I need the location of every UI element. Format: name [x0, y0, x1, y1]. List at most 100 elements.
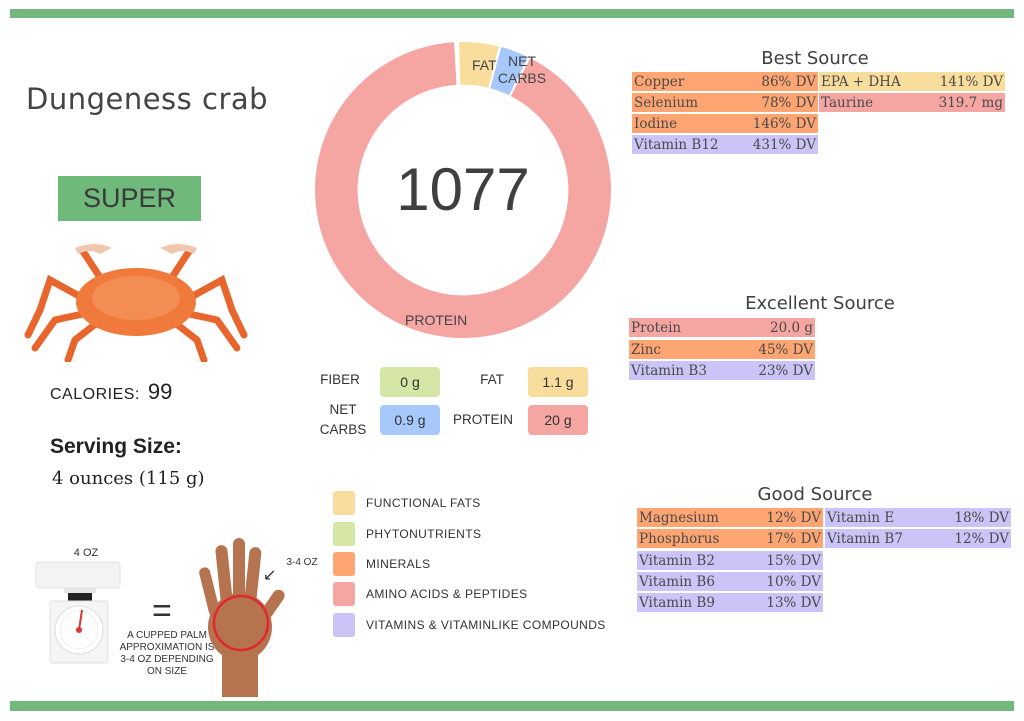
nutrient-name: Vitamin B2	[639, 552, 715, 569]
palm-caption-line-4: ON SIZE	[146, 666, 187, 677]
hand-image	[196, 535, 291, 697]
donut-segment-net-carbs	[490, 47, 528, 96]
nutrient-value: 86% DV	[761, 73, 816, 90]
nutrient-row-copper: Copper 86% DV	[632, 72, 818, 91]
nutrient-name: Zinc	[631, 341, 661, 358]
net-carbs-label: NET CARBS	[312, 400, 374, 440]
nutrient-name: Vitamin B12	[634, 136, 719, 153]
legend: FUNCTIONAL FATS PHYTONUTRIENTS MINERALS …	[333, 487, 606, 640]
nutrient-value: 78% DV	[761, 94, 816, 111]
nutrient-row-phosphorus: Phosphorus 17% DV	[637, 529, 823, 548]
nutrient-name: Phosphorus	[639, 530, 720, 547]
nutrient-value: 45% DV	[758, 341, 813, 358]
legend-item-vitamins: VITAMINS & VITAMINLIKE COMPOUNDS	[333, 609, 606, 640]
nutrient-value: 12% DV	[766, 509, 821, 526]
nutrient-name: Vitamin B6	[639, 573, 715, 590]
nutrient-name: Protein	[631, 319, 682, 336]
fiber-label: FIBER	[320, 372, 360, 387]
scale-label: 4 OZ	[73, 547, 99, 559]
arrow-icon: ↙	[263, 565, 277, 584]
fat-label: FAT	[480, 372, 504, 387]
nutrient-row-iodine: Iodine 146% DV	[632, 114, 818, 133]
calories-value: 99	[147, 379, 173, 404]
nutrient-name: Vitamin B3	[631, 362, 707, 379]
palm-caption-line-1: A CUPPED PALM	[127, 630, 207, 641]
net-carbs-value: 0.9 g	[380, 405, 440, 435]
bottom-border-bar	[10, 701, 1014, 711]
legend-label: PHYTONUTRIENTS	[366, 526, 482, 541]
nutrient-row-vitamin-b3: Vitamin B3 23% DV	[629, 361, 815, 380]
nutrient-row-vitamin-b7: Vitamin B7 12% DV	[825, 529, 1011, 548]
donut-label-carbs: CARBS	[497, 70, 547, 86]
legend-swatch	[333, 552, 355, 576]
nutrient-value: 18% DV	[954, 509, 1009, 526]
fat-value: 1.1 g	[528, 367, 588, 397]
nutrient-name: Magnesium	[639, 509, 719, 526]
palm-caption: A CUPPED PALM APPROXIMATION IS 3-4 OZ DE…	[112, 630, 222, 678]
hand-label: 3-4 OZ	[286, 557, 318, 568]
net-carbs-label-line-2: CARBS	[319, 422, 367, 437]
nutrient-row-magnesium: Magnesium 12% DV	[637, 508, 823, 527]
donut-segment-fat	[459, 41, 499, 88]
nutrient-row-vitamin-b2: Vitamin B2 15% DV	[637, 551, 823, 570]
nutrient-value: 17% DV	[766, 530, 821, 547]
nutrient-row-epa-dha: EPA + DHA 141% DV	[819, 72, 1005, 91]
legend-item-amino-acids: AMINO ACIDS & PEPTIDES	[333, 579, 606, 609]
donut-label-net: NET	[508, 53, 536, 69]
nutrient-value: 431% DV	[752, 136, 816, 153]
best-source-heading: Best Source	[761, 48, 869, 69]
nutrient-name: Selenium	[634, 94, 699, 111]
nutrient-row-zinc: Zinc 45% DV	[629, 340, 815, 359]
top-border-bar	[10, 9, 1014, 18]
palm-caption-line-2: APPROXIMATION IS	[119, 642, 215, 653]
nutrient-value: 146% DV	[752, 115, 816, 132]
nutrient-row-protein: Protein 20.0 g	[629, 318, 815, 337]
legend-swatch	[333, 582, 355, 606]
legend-swatch	[333, 521, 355, 546]
nutrient-value: 319.7 mg	[938, 94, 1003, 111]
excellent-source-heading: Excellent Source	[745, 293, 895, 314]
nutrient-name: EPA + DHA	[821, 73, 901, 90]
good-source-heading: Good Source	[757, 484, 873, 505]
nutrient-value: 20.0 g	[770, 319, 813, 336]
kitchen-scale-image	[34, 560, 124, 666]
legend-label: AMINO ACIDS & PEPTIDES	[366, 587, 528, 601]
net-carbs-label-line-1: NET	[329, 402, 357, 417]
nutrient-value: 15% DV	[766, 552, 821, 569]
rating-badge: SUPER	[58, 176, 201, 221]
nutrient-name: Copper	[634, 73, 685, 90]
protein-label: PROTEIN	[452, 412, 513, 427]
calories: CALORIES: 99	[50, 379, 172, 405]
nutrient-name: Taurine	[821, 94, 874, 111]
nutrient-value: 23% DV	[758, 362, 813, 379]
nutrient-name: Iodine	[634, 115, 678, 132]
nutrient-row-selenium: Selenium 78% DV	[632, 93, 818, 112]
legend-swatch	[333, 490, 355, 515]
legend-label: FUNCTIONAL FATS	[366, 495, 481, 510]
donut-label-fat: FAT	[472, 57, 497, 73]
nutrient-name: Vitamin B7	[827, 530, 903, 547]
protein-value: 20 g	[528, 405, 588, 435]
legend-item-phytonutrients: PHYTONUTRIENTS	[333, 518, 606, 549]
nutrient-value: 10% DV	[766, 573, 821, 590]
nutrient-row-vitamin-b9: Vitamin B9 13% DV	[637, 593, 823, 612]
crab-image	[20, 240, 252, 364]
legend-label: MINERALS	[366, 557, 431, 571]
donut-label-protein: PROTEIN	[405, 312, 468, 328]
nutrient-row-vitamin-b12: Vitamin B12 431% DV	[632, 135, 818, 154]
nutrient-row-vitamin-e: Vitamin E 18% DV	[825, 508, 1011, 527]
food-title: Dungeness crab	[26, 82, 269, 116]
palm-caption-line-3: 3-4 OZ DEPENDING	[120, 654, 214, 665]
calories-label: CALORIES:	[50, 386, 140, 403]
macro-donut-chart	[315, 41, 612, 339]
fiber-value: 0 g	[380, 367, 440, 397]
nutrient-row-taurine: Taurine 319.7 mg	[819, 93, 1005, 112]
nutrient-name: Vitamin B9	[639, 594, 715, 611]
equals-sign: =	[152, 592, 172, 630]
nutrient-value: 13% DV	[766, 594, 821, 611]
serving-size-heading: Serving Size:	[50, 435, 182, 458]
nutrient-value: 141% DV	[939, 73, 1003, 90]
nutrient-row-vitamin-b6: Vitamin B6 10% DV	[637, 572, 823, 591]
legend-swatch	[333, 612, 355, 637]
nutrient-name: Vitamin E	[827, 509, 895, 526]
